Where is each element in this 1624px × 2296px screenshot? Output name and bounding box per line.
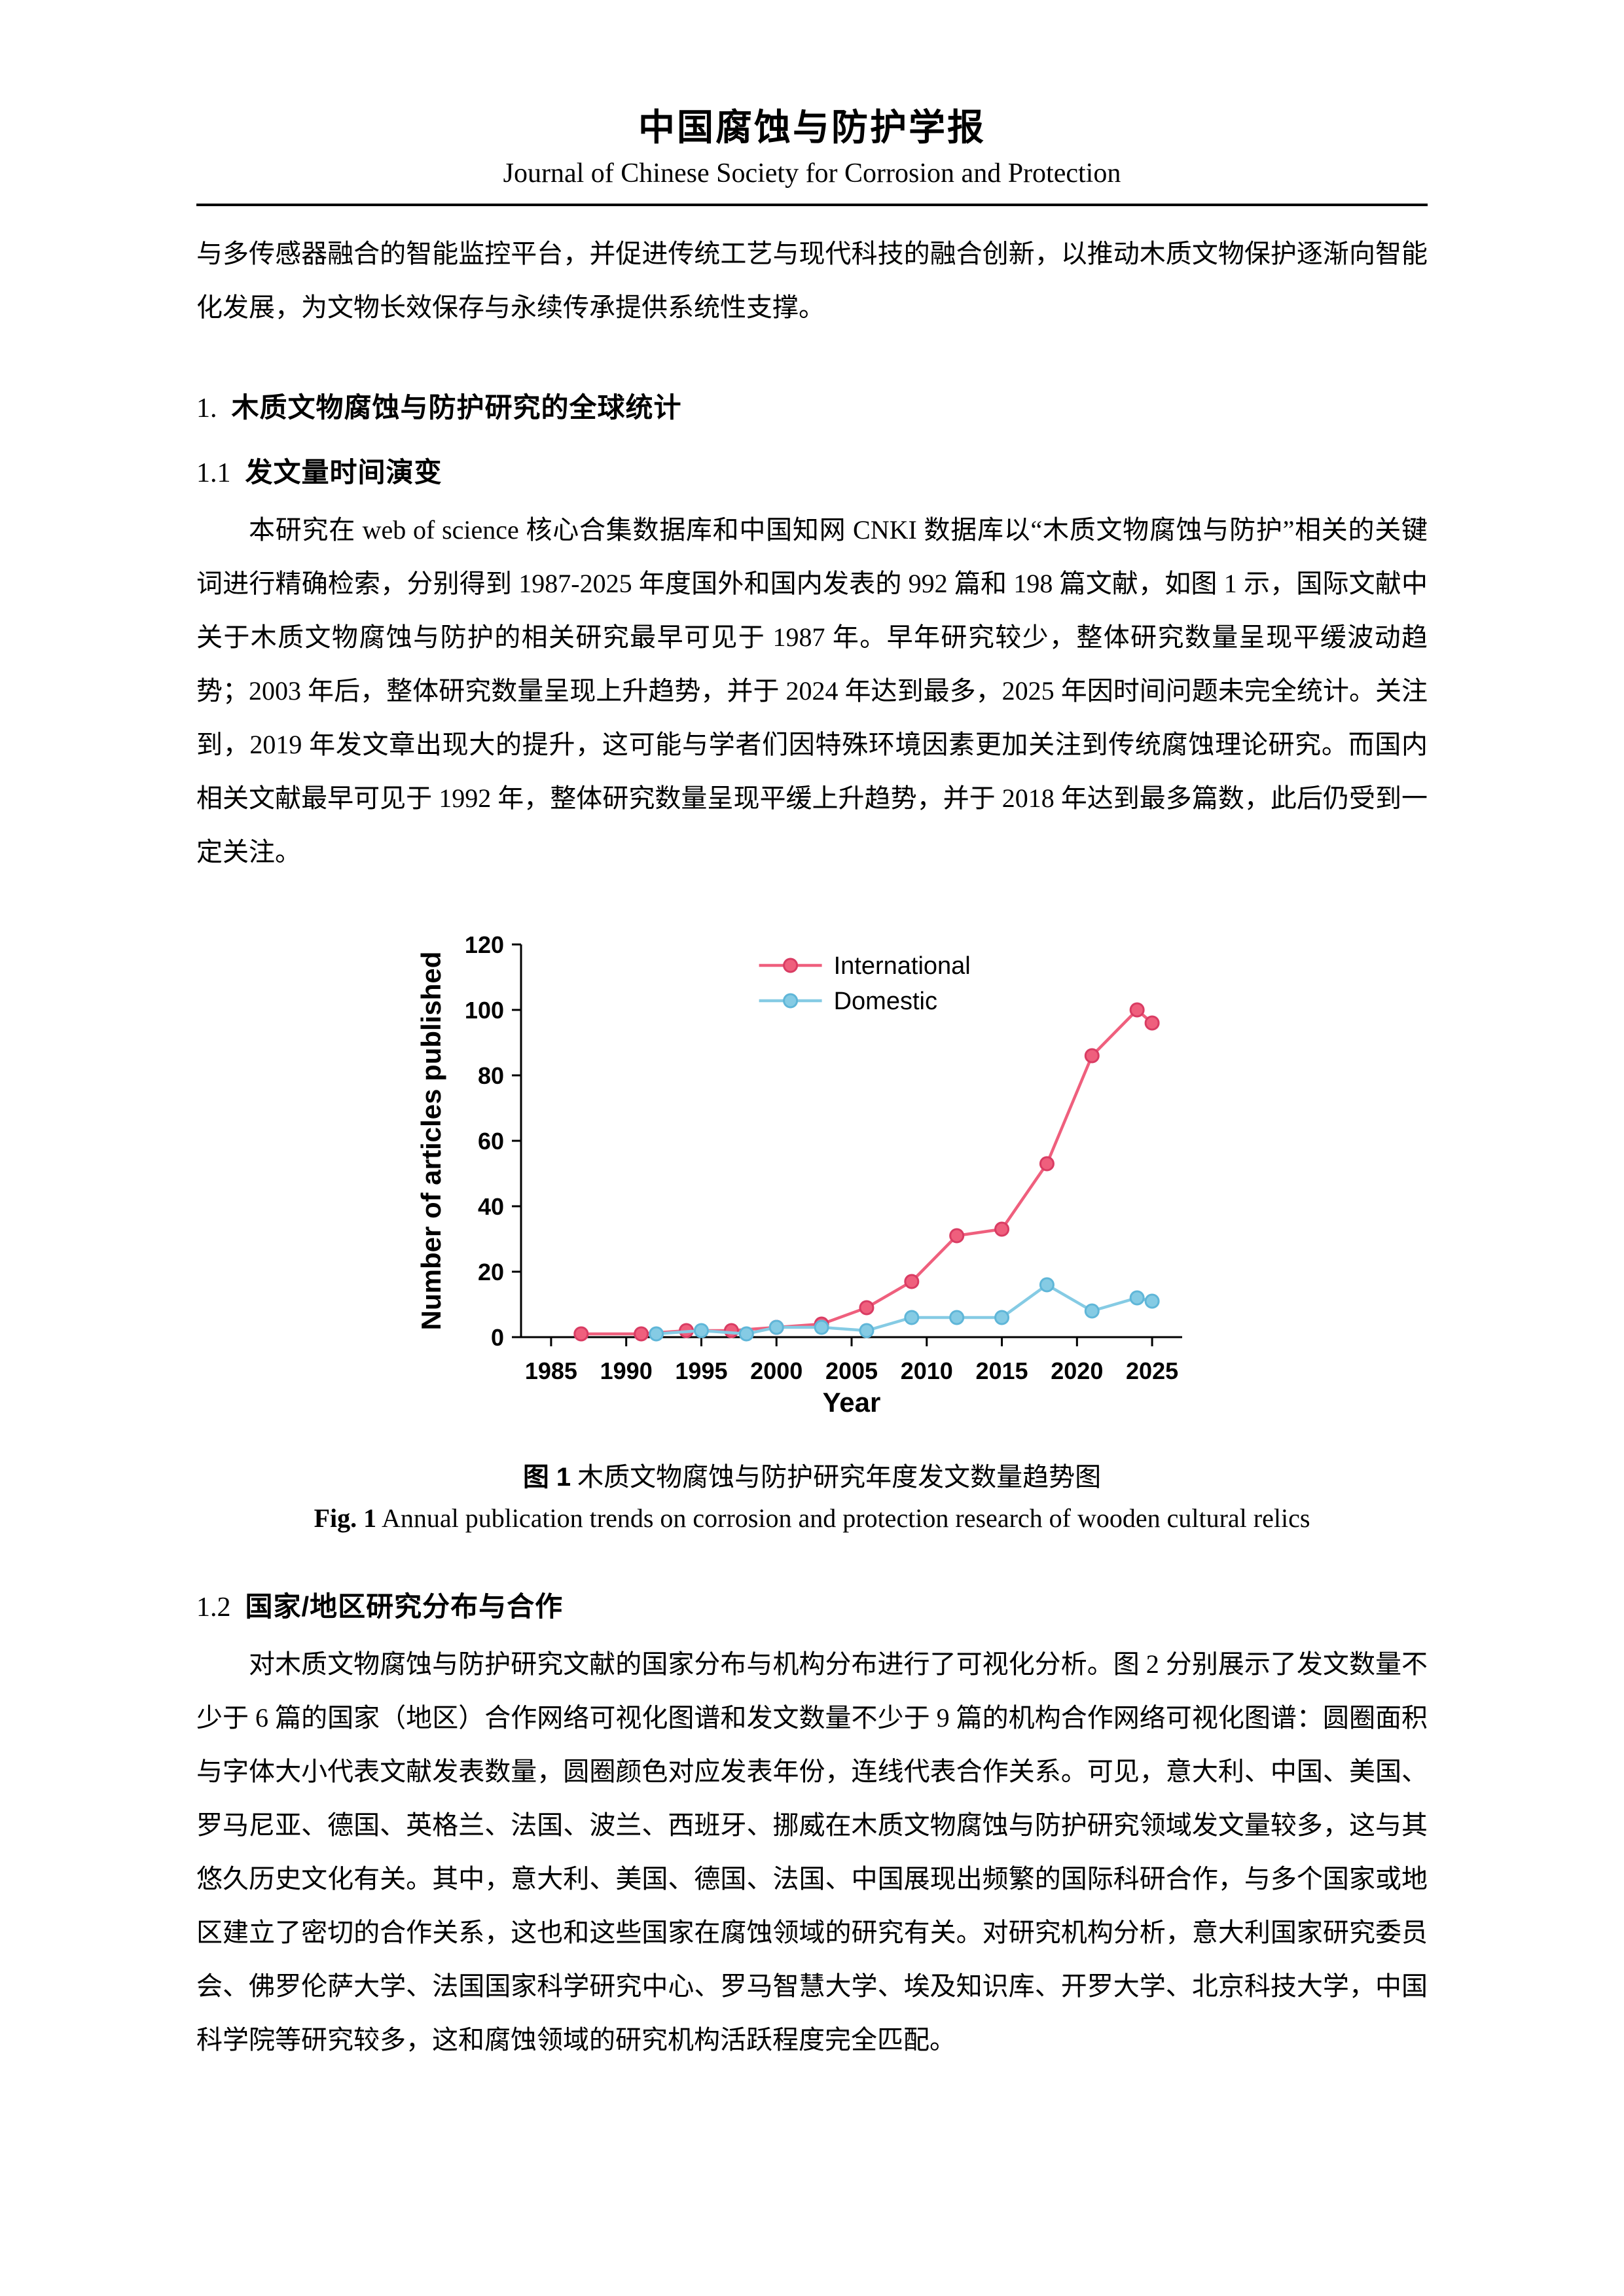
svg-text:1985: 1985 — [524, 1357, 577, 1384]
svg-text:1990: 1990 — [600, 1357, 652, 1384]
svg-text:International: International — [833, 952, 970, 980]
svg-text:40: 40 — [477, 1193, 503, 1220]
svg-text:2015: 2015 — [975, 1357, 1028, 1384]
figure1-chart: 0 20 40 60 80 100 120 1985 1990 1995 2000 2005 2010 2… — [406, 918, 1218, 1432]
svg-text:2025: 2025 — [1126, 1357, 1178, 1384]
section-1-2-paragraph: 对木质文物腐蚀与防护研究文献的国家分布与机构分布进行了可视化分析。图 2 分别展… — [196, 1649, 1428, 2054]
svg-text:20: 20 — [477, 1259, 503, 1285]
section-1-heading: 1. 木质文物腐蚀与防护研究的全球统计 — [196, 386, 1428, 425]
figure1-caption-en: Fig. 1 Annual publication trends on corr… — [196, 1503, 1428, 1534]
section-1-1-number: 1.1 — [196, 458, 231, 488]
section-1-2-number: 1.2 — [196, 1592, 231, 1623]
svg-text:Year: Year — [822, 1387, 880, 1418]
svg-text:80: 80 — [477, 1062, 503, 1089]
journal-header: 中国腐蚀与防护学报 Journal of Chinese Society for… — [196, 98, 1428, 206]
figure-1: 0 20 40 60 80 100 120 1985 1990 1995 2000 2005 2010 2… — [196, 918, 1428, 1534]
figure1-caption-cn: 图 1 木质文物腐蚀与防护研究年度发文数量趋势图 — [196, 1456, 1428, 1494]
section-1-1-paragraph: 本研究在 web of science 核心合集数据库和中国知网 CNKI 数据… — [196, 515, 1428, 867]
svg-text:2000: 2000 — [750, 1357, 803, 1384]
svg-text:Number of articles published: Number of articles published — [416, 952, 446, 1331]
section-1-2-heading: 1.2 国家/地区研究分布与合作 — [196, 1585, 1428, 1624]
section-1-1-title: 发文量时间演变 — [245, 457, 442, 488]
figure1-caption-en-label: Fig. 1 — [314, 1503, 377, 1533]
svg-text:0: 0 — [490, 1324, 503, 1351]
svg-text:2020: 2020 — [1051, 1357, 1103, 1384]
figure1-caption-en-text: Annual publication trends on corrosion a… — [381, 1503, 1310, 1533]
svg-text:1995: 1995 — [675, 1357, 727, 1384]
section-1-2-title: 国家/地区研究分布与合作 — [245, 1591, 564, 1622]
section-1-number: 1. — [196, 393, 217, 423]
svg-text:Domestic: Domestic — [833, 988, 937, 1015]
svg-text:2005: 2005 — [825, 1357, 877, 1384]
svg-text:120: 120 — [464, 931, 503, 958]
figure1-chart-svg: 0 20 40 60 80 100 120 1985 1990 1995 2000 2005 2010 2… — [416, 931, 1182, 1418]
figure1-caption-cn-label: 图 1 — [522, 1463, 571, 1492]
svg-text:100: 100 — [464, 997, 503, 1024]
figure1-caption-cn-text: 木质文物腐蚀与防护研究年度发文数量趋势图 — [577, 1462, 1102, 1492]
journal-title-en: Journal of Chinese Society for Corrosion… — [503, 158, 1121, 188]
intro-paragraph: 与多传感器融合的智能监控平台，并促进传统工艺与现代科技的融合创新，以推动木质文物… — [196, 239, 1428, 322]
section-1-1-heading: 1.1 发文量时间演变 — [196, 450, 1428, 490]
journal-title-cn: 中国腐蚀与防护学报 — [638, 108, 986, 149]
svg-text:2010: 2010 — [900, 1357, 952, 1384]
header-divider — [196, 204, 1428, 206]
section-1-title: 木质文物腐蚀与防护研究的全球统计 — [231, 392, 682, 423]
svg-text:60: 60 — [477, 1128, 503, 1155]
